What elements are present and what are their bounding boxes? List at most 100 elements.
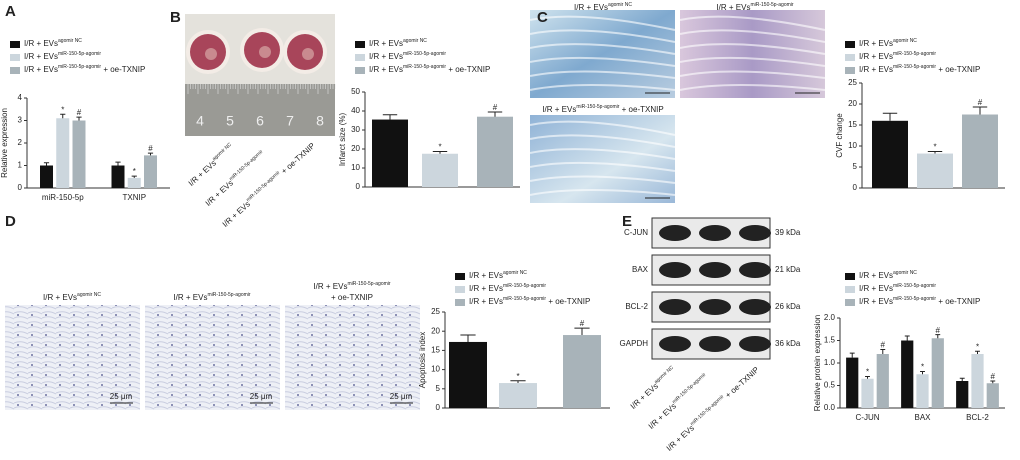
scale-bar-label: 25 μm <box>250 392 273 401</box>
error-bar <box>76 116 82 121</box>
significance-mark: # <box>881 341 886 350</box>
bar <box>846 357 859 408</box>
label-text: I/R + EVs <box>647 402 678 431</box>
fiber <box>679 43 826 55</box>
label-superscript: miR-150-5p-agomir <box>893 296 936 302</box>
legend-label: I/R + EVsagomir NC <box>24 38 82 48</box>
bar <box>876 354 889 408</box>
histology-image <box>145 305 280 410</box>
fiber <box>529 189 676 196</box>
error-bar <box>935 334 941 339</box>
label-suffix: + oe-TXNIP <box>546 297 590 306</box>
band <box>699 299 731 315</box>
label-superscript: miR-150-5p-agomir <box>58 64 101 70</box>
legend-swatch <box>10 54 20 61</box>
legend-label: I/R + EVsmiR-150-5p-agomir <box>24 51 101 61</box>
band <box>739 336 771 352</box>
label-text: I/R + EVs <box>859 284 893 293</box>
legend-swatch <box>845 67 855 74</box>
y-tick-label: 10 <box>351 163 360 172</box>
y-tick-label: 0 <box>18 183 23 192</box>
image-label: I/R + EVsagomir NC <box>43 292 101 302</box>
label-text: I/R + EVs <box>469 284 503 293</box>
significance-mark: # <box>580 319 585 328</box>
bar <box>962 114 998 188</box>
band <box>659 336 691 352</box>
significance-mark: * <box>976 342 979 351</box>
label-text: I/R + EVs <box>24 39 58 48</box>
error-bar <box>849 352 855 358</box>
legend-label: I/R + EVsmiR-150-5p-agomir <box>859 51 936 61</box>
legend-swatch <box>455 299 465 306</box>
blot-size: 39 kDa <box>775 228 801 237</box>
ruler-label: 4 <box>196 113 204 129</box>
label-superscript: miR-150-5p-agomir <box>228 149 264 183</box>
band <box>739 225 771 241</box>
label-superscript: miR-150-5p-agomir <box>403 51 446 57</box>
y-tick-label: 20 <box>431 326 440 335</box>
label-superscript: miR-150-5p-agomir <box>245 170 281 204</box>
y-tick-label: 10 <box>431 365 440 374</box>
legend-label: I/R + EVsagomir NC <box>859 38 917 48</box>
image-label: I/R + EVsmiR-150-5p-agomir + oe-TXNIP <box>664 365 761 453</box>
bar <box>563 335 601 408</box>
significance-mark: # <box>978 98 983 107</box>
legend-swatch <box>845 299 855 306</box>
error-bar <box>115 161 121 166</box>
fiber <box>679 29 826 43</box>
ruler-label: 5 <box>226 113 234 129</box>
fiber <box>529 161 676 172</box>
label-superscript: miR-150-5p-agomir <box>58 51 101 57</box>
blot-label: BCL-2 <box>625 302 648 311</box>
x-tick-label: C-JUN <box>856 413 880 422</box>
y-tick-label: 15 <box>848 120 857 129</box>
y-tick-label: 0.0 <box>824 403 836 412</box>
legend-label: I/R + EVsagomir NC <box>859 270 917 280</box>
fiber <box>679 70 826 79</box>
image-label: I/R + EVsmiR-150-5p-agomir + oe-TXNIP <box>542 104 663 114</box>
ruler-label: 6 <box>256 113 264 129</box>
label-superscript: agomir NC <box>608 2 632 8</box>
fiber <box>679 84 826 91</box>
scale-bar-label: 25 μm <box>110 392 133 401</box>
y-axis-label: Infarct size (%) <box>338 112 347 166</box>
y-tick-label: 5 <box>436 384 441 393</box>
label-text: I/R + EVs <box>859 39 893 48</box>
histology-image <box>5 305 140 410</box>
y-tick-label: 40 <box>351 106 360 115</box>
bar <box>499 383 537 408</box>
panel-letter: B <box>170 9 181 26</box>
label-superscript: miR-150-5p-agomir <box>503 283 546 289</box>
legend-label: I/R + EVsmiR-150-5p-agomir <box>369 51 446 61</box>
legend-swatch <box>845 273 855 280</box>
image-label: I/R + EVsmiR-150-5p-agomir <box>313 281 390 291</box>
legend-label: I/R + EVsmiR-150-5p-agomir <box>859 283 936 293</box>
y-tick-label: 10 <box>848 141 857 150</box>
label-superscript: miR-150-5p-agomir <box>207 292 250 298</box>
error-bar <box>487 111 503 117</box>
legend-swatch <box>355 41 365 48</box>
label-text: I/R + EVs <box>665 424 696 453</box>
legend-swatch <box>10 67 20 74</box>
label-text: I/R + EVs <box>369 65 403 74</box>
error-bar <box>460 334 476 342</box>
significance-mark: * <box>438 143 441 152</box>
y-tick-label: 50 <box>351 87 360 96</box>
legend-label: I/R + EVsmiR-150-5p-agomir + oe-TXNIP <box>859 64 980 74</box>
significance-mark: # <box>991 372 996 381</box>
error-bar <box>880 349 886 354</box>
significance-mark: * <box>933 143 936 152</box>
y-axis-label: Relative expression <box>0 108 9 178</box>
blot-size: 26 kDa <box>775 302 801 311</box>
label-superscript: agomir NC <box>653 365 675 386</box>
panel-letter: C <box>537 9 548 26</box>
x-tick-label: miR-150-5p <box>42 193 84 202</box>
infarct <box>259 46 271 58</box>
label-suffix: + oe-TXNIP <box>936 65 980 74</box>
bar <box>956 381 969 408</box>
label-text: I/R + EVs <box>859 271 893 280</box>
error-bar <box>975 350 980 354</box>
error-bar <box>147 152 154 156</box>
legend-label: I/R + EVsmiR-150-5p-agomir + oe-TXNIP <box>369 64 490 74</box>
fiber <box>679 15 826 31</box>
